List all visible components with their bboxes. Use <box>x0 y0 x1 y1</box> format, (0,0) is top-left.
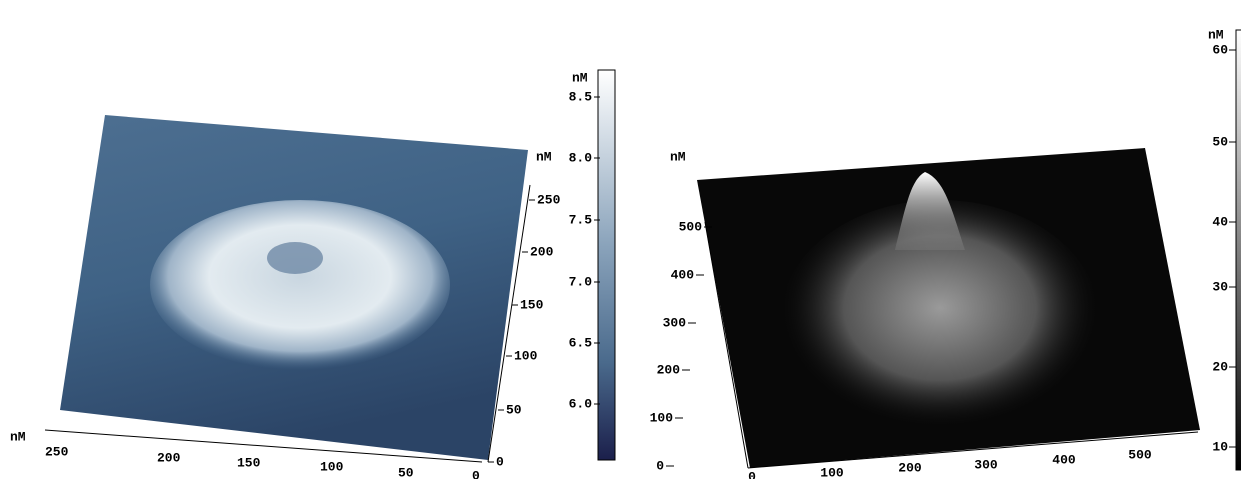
left-surface <box>60 115 528 460</box>
tick-label: 0 <box>496 454 504 469</box>
tick-label: 0 <box>656 458 664 473</box>
ring-hole <box>267 242 323 274</box>
tick-label: 6.5 <box>569 335 593 350</box>
tick-label: 200 <box>530 244 554 259</box>
tick-label: 20 <box>1212 359 1228 374</box>
tick-label: 200 <box>657 362 681 377</box>
tick-label: 50 <box>1212 134 1228 149</box>
tick-label: 7.5 <box>569 212 593 227</box>
tick-label: 30 <box>1212 279 1228 294</box>
tick-label: 0 <box>472 468 480 479</box>
tick-label: 400 <box>1052 452 1076 467</box>
axis-unit: nM <box>670 149 686 164</box>
right-surface <box>697 148 1200 468</box>
tick-label: 6.0 <box>569 396 593 411</box>
colorbar <box>1235 29 1241 471</box>
tick-label: 8.0 <box>569 150 593 165</box>
tick-label: 150 <box>237 455 261 470</box>
colorbar-unit: nM <box>572 70 588 85</box>
tick-label: 250 <box>537 192 561 207</box>
axis-unit: nM <box>536 149 552 164</box>
tick-label: 50 <box>506 402 522 417</box>
tick-label: 400 <box>671 267 695 282</box>
tick-label: 50 <box>398 465 414 479</box>
tick-label: 250 <box>45 444 69 459</box>
tick-label: 200 <box>898 460 922 475</box>
tick-label: 40 <box>1212 214 1228 229</box>
axis-line <box>704 221 749 469</box>
axis-unit: nM <box>10 429 26 444</box>
colorbar <box>597 69 616 461</box>
tick-label: 100 <box>650 410 674 425</box>
axis-line <box>747 431 1199 469</box>
tick-label: 300 <box>663 315 687 330</box>
axis-line <box>487 184 531 463</box>
tick-label: 100 <box>514 348 538 363</box>
tick-label: 10 <box>1212 439 1228 454</box>
axis-line <box>44 429 483 463</box>
tick-label: 8.5 <box>569 89 593 104</box>
tick-label: 100 <box>320 459 344 474</box>
tick-label: 300 <box>974 457 998 472</box>
ring-feature <box>150 200 450 370</box>
tick-label: 500 <box>679 219 703 234</box>
tick-label: 0 <box>748 469 756 479</box>
tick-label: 150 <box>520 297 544 312</box>
tick-label: 500 <box>1128 447 1152 462</box>
tick-label: 200 <box>157 450 181 465</box>
colorbar-unit: nM <box>1208 27 1224 42</box>
tick-label: 60 <box>1212 42 1228 57</box>
tick-label: 7.0 <box>569 274 593 289</box>
peak <box>895 172 965 250</box>
tick-label: 100 <box>820 465 844 479</box>
dome <box>780 200 1100 440</box>
